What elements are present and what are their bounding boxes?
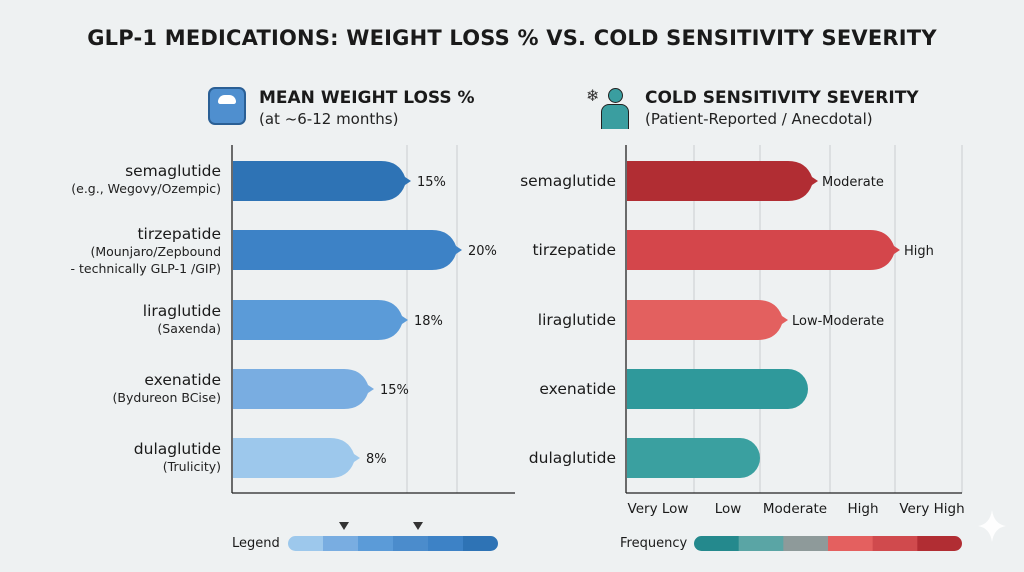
category-note: (Bydureon BCise) <box>112 390 221 405</box>
weight-loss-title: MEAN WEIGHT LOSS % <box>259 88 475 108</box>
weight-loss-data-label: 15% <box>380 383 409 398</box>
right-legend-swatch <box>828 536 874 551</box>
right-category-exenatide: exenatide <box>539 380 616 398</box>
weight-loss-bar-exenatide <box>233 369 374 409</box>
weight-loss-subtitle: (at ~6-12 months) <box>259 110 399 128</box>
right-legend-swatch <box>694 536 740 551</box>
category-name: dulaglutide <box>133 440 221 458</box>
scale-icon <box>208 87 246 125</box>
weight-loss-bar-tirzepatide <box>233 230 462 270</box>
left-legend-swatch <box>358 536 394 551</box>
page-title: GLP-1 MEDICATIONS: WEIGHT LOSS % VS. COL… <box>87 26 937 50</box>
category-note: (Saxenda) <box>157 321 221 336</box>
right-category-dulaglutide: dulaglutide <box>528 449 616 467</box>
x-tick-high: High <box>847 501 879 517</box>
x-tick-very-low: Very Low <box>627 501 689 517</box>
cold-sensitivity-bar-semaglutide <box>627 161 818 201</box>
weight-loss-bar-liraglutide <box>233 300 408 340</box>
weight-loss-data-label: 8% <box>366 452 387 467</box>
right-category-tirzepatide: tirzepatide <box>532 241 616 259</box>
category-note-2: - technically GLP-1 /GIP) <box>70 261 221 276</box>
category-note: (Trulicity) <box>162 459 221 474</box>
cold-sensitivity-bar-exenatide <box>627 369 808 409</box>
category-name: semaglutide <box>125 162 221 180</box>
right-legend-swatch <box>872 536 918 551</box>
cold-sensitivity-data-label: Low-Moderate <box>792 314 884 329</box>
x-tick-very-high: Very High <box>899 501 965 517</box>
category-name: liraglutide <box>142 302 221 320</box>
weight-loss-data-label: 20% <box>468 244 497 259</box>
cold-sensitivity-bar-liraglutide <box>627 300 788 340</box>
legend-marker-icon <box>339 522 349 530</box>
weight-loss-bar-dulaglutide <box>233 438 360 478</box>
category-name: tirzepatide <box>137 225 221 243</box>
left-legend-swatch <box>288 536 324 551</box>
sparkle-icon <box>978 510 1006 542</box>
right-legend-swatch <box>917 536 962 551</box>
left-category-liraglutide: liraglutide (Saxenda) <box>20 302 221 337</box>
right-legend-swatch <box>783 536 829 551</box>
left-category-tirzepatide: tirzepatide (Mounjaro/Zepbound - technic… <box>20 225 221 277</box>
left-legend-swatch <box>463 536 498 551</box>
cold-sensitivity-bar-dulaglutide <box>627 438 760 478</box>
left-legend-label: Legend <box>232 536 280 551</box>
right-category-liraglutide: liraglutide <box>537 311 616 329</box>
cold-sensitivity-data-label: High <box>904 244 934 259</box>
left-legend-swatch <box>428 536 464 551</box>
left-category-dulaglutide: dulaglutide (Trulicity) <box>20 440 221 475</box>
weight-loss-bar-semaglutide <box>233 161 411 201</box>
right-legend-label: Frequency <box>620 536 688 551</box>
weight-loss-data-label: 18% <box>414 314 443 329</box>
cold-sensitivity-title: COLD SENSITIVITY SEVERITY <box>645 88 919 108</box>
legend-marker-icon <box>413 522 423 530</box>
category-note: (Mounjaro/Zepbound <box>90 244 221 259</box>
category-name: exenatide <box>144 371 221 389</box>
right-category-semaglutide: semaglutide <box>520 172 616 190</box>
cold-sensitivity-bar-tirzepatide <box>627 230 900 270</box>
cold-sensitivity-data-label: Moderate <box>822 175 884 190</box>
category-note: (e.g., Wegovy/Ozempic) <box>71 181 221 196</box>
left-legend-swatch <box>323 536 359 551</box>
cold-sensitivity-subtitle: (Patient-Reported / Anecdotal) <box>645 110 873 128</box>
left-category-semaglutide: semaglutide (e.g., Wegovy/Ozempic) <box>20 162 221 197</box>
right-legend-swatch <box>738 536 784 551</box>
left-legend-swatch <box>393 536 429 551</box>
x-tick-low: Low <box>714 501 742 517</box>
weight-loss-data-label: 15% <box>417 175 446 190</box>
left-category-exenatide: exenatide (Bydureon BCise) <box>20 371 221 406</box>
x-tick-moderate: Moderate <box>762 501 828 517</box>
cold-person-icon: ❄ <box>586 86 636 130</box>
